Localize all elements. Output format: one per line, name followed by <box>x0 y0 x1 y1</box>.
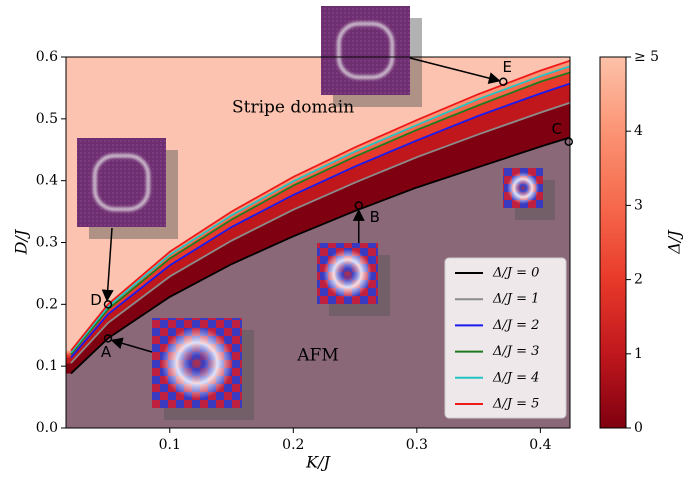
point-label: C <box>552 120 562 138</box>
annotation: Stripe domain <box>232 98 354 118</box>
chart: A B C D E Stripe domain AFM K/J D/J Δ/J 0.1 0… <box>0 0 692 477</box>
y-tick-label: 0.0 <box>36 420 58 436</box>
annotation: AFM <box>296 346 338 366</box>
inset-glow <box>152 318 242 408</box>
colorbar-label: Δ/J <box>665 229 684 255</box>
x-tick-label: 0.4 <box>529 437 551 453</box>
colorbar <box>600 57 626 428</box>
colorbar-tick-label: ≥ 5 <box>634 49 659 65</box>
point-label: B <box>370 208 380 226</box>
legend-label: Δ/J = 2 <box>492 318 539 333</box>
legend-label: Δ/J = 0 <box>492 266 539 281</box>
y-tick-label: 0.2 <box>36 296 58 312</box>
colorbar-tick-label: 1 <box>634 346 643 362</box>
point-label: E <box>503 58 512 76</box>
x-tick-label: 0.1 <box>159 437 181 453</box>
y-axis-label: D/J <box>12 228 31 255</box>
y-tick-label: 0.1 <box>36 358 58 374</box>
inset <box>77 138 166 227</box>
inset-glow <box>503 168 543 208</box>
legend-box <box>445 258 566 418</box>
x-tick-label: 0.2 <box>282 437 304 453</box>
point-label: D <box>90 291 102 309</box>
legend-label: Δ/J = 5 <box>492 397 539 412</box>
y-tick-label: 0.6 <box>36 49 58 65</box>
colorbar-tick-label: 3 <box>634 197 643 213</box>
colorbar-tick-label: 0 <box>634 420 643 436</box>
x-axis-label: K/J <box>305 453 331 472</box>
y-tick-label: 0.3 <box>36 235 58 251</box>
colorbar-tick-label: 2 <box>634 272 643 288</box>
inset-glow <box>317 243 378 304</box>
point-label: A <box>101 343 112 361</box>
inset <box>321 6 410 95</box>
legend-label: Δ/J = 1 <box>492 292 539 307</box>
y-tick-label: 0.4 <box>36 173 58 189</box>
legend-label: Δ/J = 4 <box>492 370 539 385</box>
x-tick-label: 0.3 <box>406 437 428 453</box>
legend-label: Δ/J = 3 <box>492 344 539 359</box>
y-tick-label: 0.5 <box>36 111 58 127</box>
colorbar-tick-label: 4 <box>634 123 643 139</box>
